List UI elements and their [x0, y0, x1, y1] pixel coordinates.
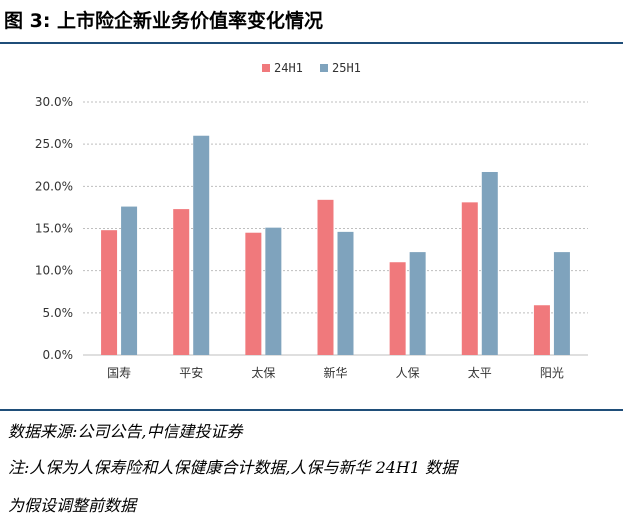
x-tick-label: 平安 [179, 365, 203, 380]
bar-24H1-4 [389, 262, 406, 355]
y-tick-label: 0.0% [43, 348, 74, 362]
bar-24H1-6 [533, 305, 550, 355]
bar-24H1-2 [245, 232, 262, 355]
x-tick-label: 太平 [468, 365, 492, 380]
legend-label: 24H1 [274, 61, 303, 75]
bar-25H1-5 [481, 171, 498, 355]
legend-swatch [262, 64, 270, 72]
bar-25H1-1 [193, 135, 210, 355]
y-tick-label: 20.0% [35, 179, 73, 193]
x-tick-label: 新华 [323, 365, 347, 380]
y-tick-label: 30.0% [35, 95, 73, 109]
x-axis-ticks: 国寿 平安 太保 新华 人保 太平 阳光 [107, 365, 564, 380]
footnote-line-2: 为假设调整前数据 [8, 496, 137, 515]
data-source: 数据来源:公司公告,中信建投证券 [8, 422, 243, 441]
x-tick-label: 人保 [396, 366, 420, 380]
bar-25H1-3 [337, 231, 354, 355]
x-tick-label: 阳光 [540, 366, 564, 380]
legend-label: 25H1 [332, 61, 361, 75]
bar-chart: 0.0% 5.0% 10.0% 15.0% 20.0% 25.0% 30.0% 国寿 平安 太保… [35, 61, 588, 380]
chart-container: 0.0% 5.0% 10.0% 15.0% 20.0% 25.0% 30.0% 国寿 平安 太保… [0, 48, 623, 404]
bar-25H1-2 [265, 227, 282, 355]
title-rule [0, 42, 623, 44]
x-tick-label: 国寿 [107, 366, 131, 380]
bar-25H1-0 [121, 206, 138, 355]
y-tick-label: 25.0% [35, 137, 73, 151]
source-rule [0, 409, 623, 411]
legend: 24H1 25H1 [262, 61, 361, 75]
grid-lines [83, 101, 588, 356]
y-axis-ticks: 0.0% 5.0% 10.0% 15.0% 20.0% 25.0% 30.0% [35, 95, 73, 362]
bar-25H1-6 [553, 252, 570, 355]
footnote-line-1: 注:人保为人保寿险和人保健康合计数据,人保与新华 24H1 数据 [8, 458, 458, 477]
bar-24H1-0 [101, 230, 118, 355]
y-tick-label: 5.0% [43, 306, 74, 320]
figure-title: 图 3: 上市险企新业务价值率变化情况 [4, 10, 324, 32]
y-tick-label: 15.0% [35, 222, 73, 236]
bar-24H1-1 [173, 209, 190, 355]
bars [101, 135, 570, 355]
bar-24H1-5 [461, 202, 478, 355]
legend-swatch [320, 64, 328, 72]
bar-24H1-3 [317, 199, 334, 355]
bar-25H1-4 [409, 252, 426, 355]
y-tick-label: 10.0% [35, 264, 73, 278]
x-tick-label: 太保 [251, 365, 275, 380]
